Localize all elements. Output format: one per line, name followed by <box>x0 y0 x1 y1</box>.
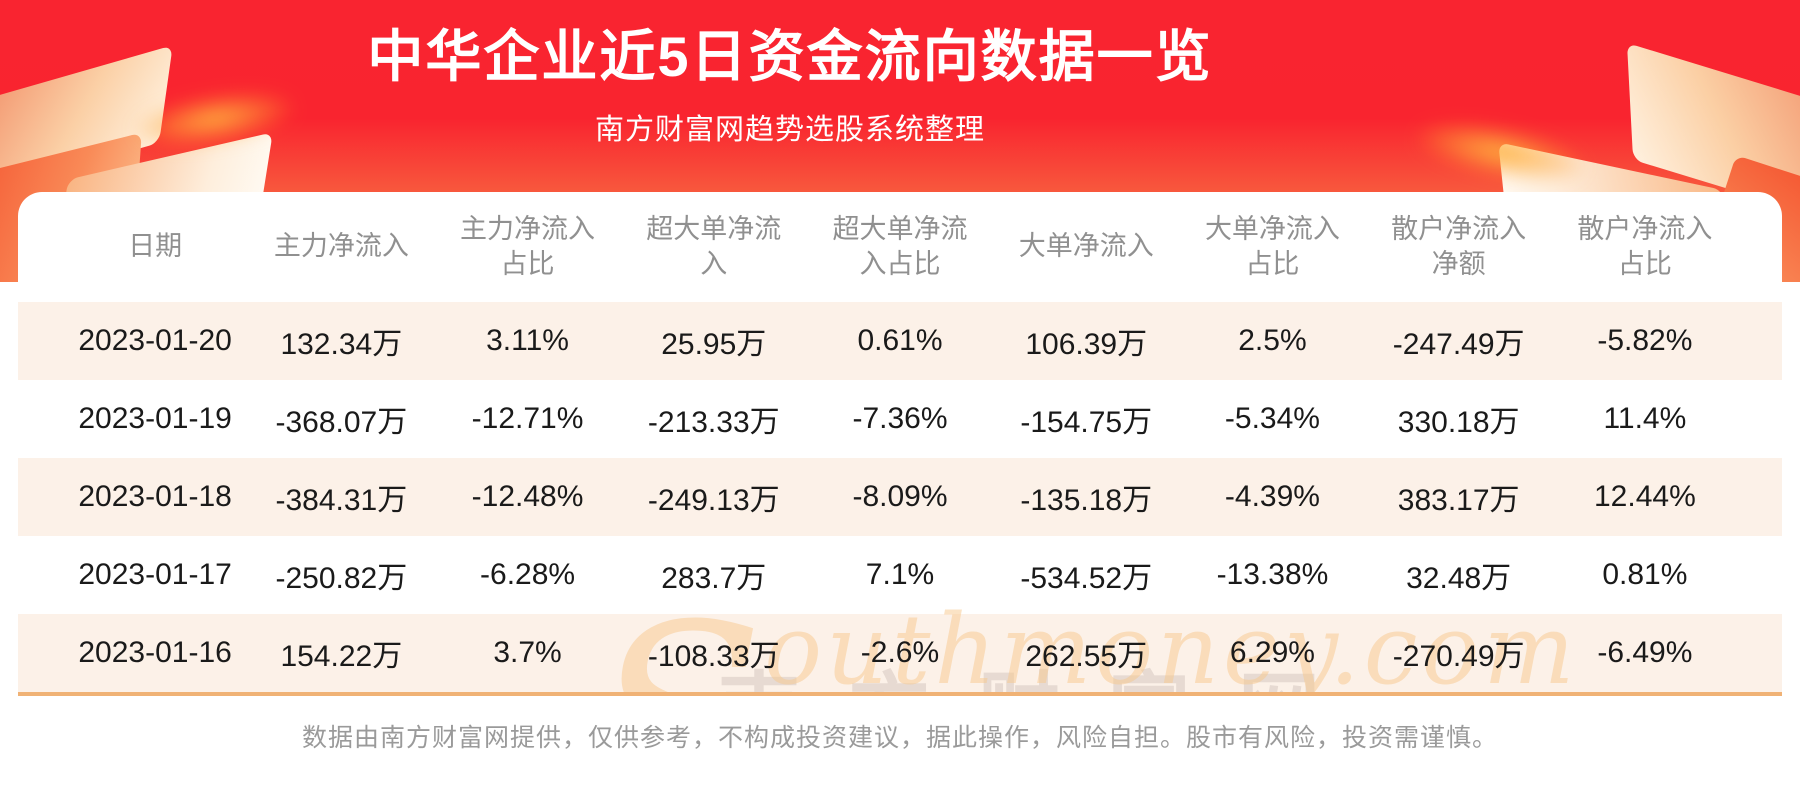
table-cell: 11.4% <box>1603 402 1687 435</box>
table-cell: -154.75万 <box>1020 406 1153 439</box>
table-cell: -108.33万 <box>647 640 780 673</box>
table-cell: 330.18万 <box>1397 406 1520 439</box>
table-cell: -213.33万 <box>647 406 780 439</box>
table-cell: 0.61% <box>857 324 943 357</box>
table-cell: -6.49% <box>1597 636 1693 669</box>
table-cell: 106.39万 <box>1025 328 1148 361</box>
column-header-7: 散户净流入 净额 <box>1391 213 1527 279</box>
table-body: 2023-01-20 132.34万 3.11% 25.95万 0.61% 106.39万… <box>18 302 1782 692</box>
table-cell: -368.07万 <box>275 406 408 439</box>
table-cell: 2023-01-17 <box>78 558 232 591</box>
table-row: 2023-01-17 -250.82万 -6.28% 283.7万 7.1% -534.5… <box>18 536 1782 614</box>
fund-flow-table-card: 日期 主力净流入 主力净流入 占比 超大单净流 入超大单净流 入占比 大单净流入 大单净流… <box>18 192 1782 696</box>
table-row: 2023-01-16 154.22万 3.7% -108.33万 -2.6% 262.55… <box>18 614 1782 692</box>
table-cell: -12.48% <box>471 480 584 513</box>
table-cell: -8.09% <box>852 480 948 513</box>
table-cell: -247.49万 <box>1392 328 1525 361</box>
table-cell: 25.95万 <box>661 328 767 361</box>
column-header-0: 日期 <box>128 231 183 262</box>
column-header-1: 主力净流入 <box>273 231 409 262</box>
table-cell: -2.6% <box>860 636 940 669</box>
table-cell: 3.11% <box>486 324 569 357</box>
table-row: 2023-01-19 -368.07万 -12.71% -213.33万 -7.36% -… <box>18 380 1782 458</box>
table-cell: 3.7% <box>493 636 562 669</box>
table-cell: -5.34% <box>1224 402 1320 435</box>
table-cell: -13.38% <box>1216 558 1329 591</box>
table-cell: -12.71% <box>471 402 584 435</box>
table-cell: -249.13万 <box>647 484 780 517</box>
table-cell: 12.44% <box>1594 480 1696 513</box>
page-subtitle: 南方财富网趋势选股系统整理 <box>594 113 985 146</box>
heading-block: 中华企业近5日资金流向数据一览 南方财富网趋势选股系统整理 <box>0 0 1580 148</box>
table-cell: 154.22万 <box>280 640 403 673</box>
table-cell: 132.34万 <box>280 328 403 361</box>
column-header-5: 大单净流入 <box>1018 231 1154 262</box>
table-cell: 283.7万 <box>661 562 767 595</box>
table-cell: -6.28% <box>480 558 576 591</box>
table-cell: 2023-01-16 <box>78 636 232 669</box>
column-header-2: 主力净流入 占比 <box>460 213 596 279</box>
table-cell: -5.82% <box>1597 324 1693 357</box>
table-cell: -135.18万 <box>1020 484 1153 517</box>
table-cell: -384.31万 <box>275 484 408 517</box>
table-cell: 32.48万 <box>1406 562 1512 595</box>
table-cell: -534.52万 <box>1020 562 1153 595</box>
table-row: 2023-01-18 -384.31万 -12.48% -249.13万 -8.09% -… <box>18 458 1782 536</box>
table-cell: 262.55万 <box>1025 640 1148 673</box>
table-cell: 2023-01-20 <box>78 324 232 357</box>
table-cell: -270.49万 <box>1392 640 1525 673</box>
table-cell: 6.29% <box>1229 636 1315 669</box>
table-cell: 383.17万 <box>1397 484 1520 517</box>
table-cell: -7.36% <box>852 402 948 435</box>
column-header-4: 超大单净流 入占比 <box>832 213 968 279</box>
column-header-6: 大单净流入 占比 <box>1204 213 1340 279</box>
table-header-row: 日期 主力净流入 主力净流入 占比 超大单净流 入超大单净流 入占比 大单净流入 大单净流… <box>18 192 1782 302</box>
column-header-3: 超大单净流 入 <box>646 213 782 279</box>
table-cell: 7.1% <box>865 558 935 591</box>
page-title: 中华企业近5日资金流向数据一览 <box>367 25 1213 88</box>
table-cell: 2023-01-19 <box>78 402 232 435</box>
table-cell: 2023-01-18 <box>78 480 232 513</box>
column-header-8: 散户净流入 占比 <box>1577 213 1713 279</box>
table-cell: 2.5% <box>1238 324 1307 357</box>
table-cell: -250.82万 <box>275 562 408 595</box>
table-row: 2023-01-20 132.34万 3.11% 25.95万 0.61% 106.39万… <box>18 302 1782 380</box>
table-cell: -4.39% <box>1224 480 1320 513</box>
table-cell: 0.81% <box>1602 558 1688 591</box>
disclaimer-text: 数据由南方财富网提供，仅供参考，不构成投资建议，据此操作，风险自担。股市有风险，… <box>301 724 1498 752</box>
